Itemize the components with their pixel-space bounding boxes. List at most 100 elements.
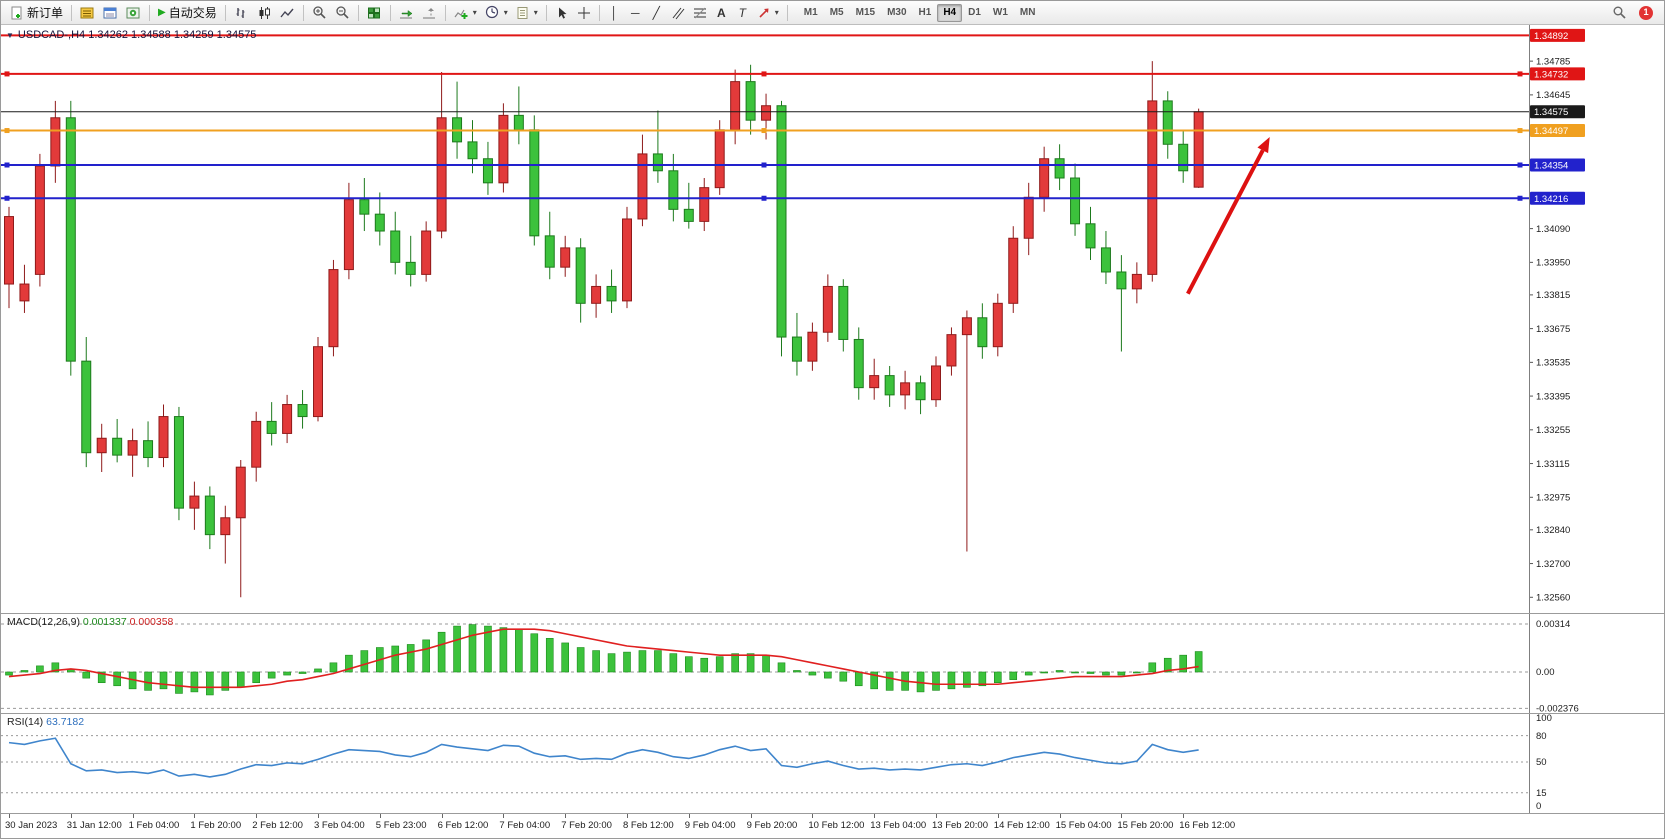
line-handle[interactable] xyxy=(761,71,767,77)
candle xyxy=(65,100,76,376)
timeframe-button-mn[interactable]: MN xyxy=(1019,6,1036,18)
timeframe-button-m30[interactable]: M30 xyxy=(887,6,907,18)
macd-histogram-bar xyxy=(854,671,863,687)
line-handle[interactable] xyxy=(761,162,767,168)
tile-windows-button[interactable] xyxy=(363,3,386,23)
periods-button[interactable]: ▾ xyxy=(481,3,512,23)
timeframe-button-m15[interactable]: M15 xyxy=(855,6,876,18)
candle xyxy=(807,322,818,371)
macd-histogram-bar xyxy=(607,653,616,673)
price-tick-label: 1.32560 xyxy=(1536,592,1570,603)
indicators-button[interactable]: ▾ xyxy=(450,3,481,23)
candle-body xyxy=(822,285,833,333)
channel-tool-button[interactable] xyxy=(667,3,689,23)
new-order-label: 新订单 xyxy=(27,6,64,20)
candle-body xyxy=(220,517,231,536)
candle xyxy=(251,411,262,482)
templates-button[interactable]: ▾ xyxy=(512,3,542,23)
horizontal-line-tool-button[interactable]: ─ xyxy=(625,3,646,23)
price-axis[interactable]: 1.347851.346451.345051.343651.342251.340… xyxy=(1529,56,1570,603)
new-order-button[interactable]: 新订单 xyxy=(6,3,67,23)
market-watch-button[interactable] xyxy=(76,3,99,23)
macd-histogram-bar xyxy=(669,653,678,673)
line-handle[interactable] xyxy=(1517,128,1523,134)
time-axis[interactable]: 30 Jan 2023 31 Jan 12:00 1 Feb 04:00 1 Feb … xyxy=(1,813,1664,838)
line-handle[interactable] xyxy=(4,195,10,201)
candle-body xyxy=(544,235,555,268)
cursor-button[interactable] xyxy=(551,3,573,23)
fibonacci-tool-button[interactable] xyxy=(689,3,711,23)
macd-histogram-bar xyxy=(885,671,894,691)
line-handle[interactable] xyxy=(761,128,767,134)
macd-histogram-bar xyxy=(252,671,260,684)
time-tick xyxy=(565,814,567,818)
candlestick-chart-canvas[interactable]: 1.347851.346451.345051.343651.342251.340… xyxy=(1,25,1665,613)
candlestick-button[interactable] xyxy=(253,3,276,23)
candle-body xyxy=(931,365,941,401)
line-chart-button[interactable] xyxy=(276,3,299,23)
rsi-label: RSI(14) 63.7182 xyxy=(7,716,84,728)
rsi-level-label: 0 xyxy=(1536,801,1541,812)
price-badge-bg xyxy=(1530,28,1585,42)
candle-body xyxy=(1116,271,1127,290)
time-tick xyxy=(318,814,319,818)
line-handle[interactable] xyxy=(1517,71,1523,77)
line-handle[interactable] xyxy=(1517,162,1523,168)
rsi-level-label: 80 xyxy=(1536,731,1547,742)
time-axis-label: 9 Feb 04:00 xyxy=(684,820,736,831)
timeframe-button-m1[interactable]: M1 xyxy=(803,6,818,18)
trendline-tool-button[interactable]: ╱ xyxy=(646,3,667,23)
candle xyxy=(1162,91,1173,159)
timeframe-button-d1[interactable]: D1 xyxy=(968,6,981,18)
line-handle[interactable] xyxy=(4,71,10,77)
line-handle[interactable] xyxy=(4,128,10,134)
search-button[interactable] xyxy=(1608,3,1631,23)
arrows-tool-button[interactable]: ▾ xyxy=(753,3,783,23)
line-handle[interactable] xyxy=(761,195,767,201)
vertical-line-tool-button[interactable]: │ xyxy=(604,3,625,23)
text-tool-button[interactable]: A xyxy=(711,3,732,23)
candle xyxy=(529,115,540,246)
candle xyxy=(189,481,200,530)
crosshair-button[interactable] xyxy=(573,3,595,23)
toolbar-separator xyxy=(71,4,73,21)
timeframe-button-w1[interactable]: W1 xyxy=(992,6,1008,18)
macd-histogram-bar xyxy=(406,644,415,673)
chart-shift-button[interactable] xyxy=(418,3,441,23)
price-badge-text: 1.34216 xyxy=(1534,194,1568,205)
candle xyxy=(622,206,632,309)
toolbar-separator xyxy=(149,4,151,21)
macd-histogram-bar xyxy=(468,624,477,673)
macd-histogram-bar xyxy=(236,671,245,688)
line-handle[interactable] xyxy=(1517,195,1523,201)
line-handle[interactable] xyxy=(4,162,10,168)
time-tick xyxy=(936,814,937,818)
candle-body xyxy=(1162,100,1173,145)
price-tick-label: 1.33255 xyxy=(1536,425,1570,436)
navigator-button[interactable] xyxy=(122,3,145,23)
zoom-out-button[interactable] xyxy=(331,3,354,23)
candle-body xyxy=(652,153,663,172)
timeframe-button-h1[interactable]: H1 xyxy=(918,6,932,18)
macd-histogram-bar xyxy=(345,654,353,673)
autotrading-button[interactable]: ▶ 自动交易 xyxy=(154,3,221,23)
trend-arrow-head[interactable] xyxy=(1257,137,1270,154)
bar-chart-button[interactable] xyxy=(230,3,253,23)
candle-body xyxy=(421,230,432,275)
indicators-icon xyxy=(454,9,468,19)
macd-histogram-bar xyxy=(206,671,214,696)
timeframe-button-m5[interactable]: M5 xyxy=(829,6,844,18)
timeframe-button-h4[interactable]: H4 xyxy=(937,3,963,22)
notification-badge[interactable]: 1 xyxy=(1639,5,1653,20)
trend-arrow-shaft[interactable] xyxy=(1186,149,1265,295)
candle-body xyxy=(374,213,385,232)
main-chart-panel[interactable]: ▼ USDCAD-,H4 1.34262 1.34588 1.34259 1.3… xyxy=(1,25,1665,613)
text-label-tool-button[interactable]: T xyxy=(732,3,753,23)
time-axis-label: 13 Feb 04:00 xyxy=(870,820,927,831)
data-window-button[interactable] xyxy=(99,3,122,23)
auto-scroll-button[interactable] xyxy=(395,3,418,23)
price-tick-label: 1.34645 xyxy=(1536,90,1570,101)
zoom-in-button[interactable] xyxy=(308,3,331,23)
candle-body xyxy=(498,114,509,184)
macd-histogram-bar xyxy=(1179,654,1187,673)
